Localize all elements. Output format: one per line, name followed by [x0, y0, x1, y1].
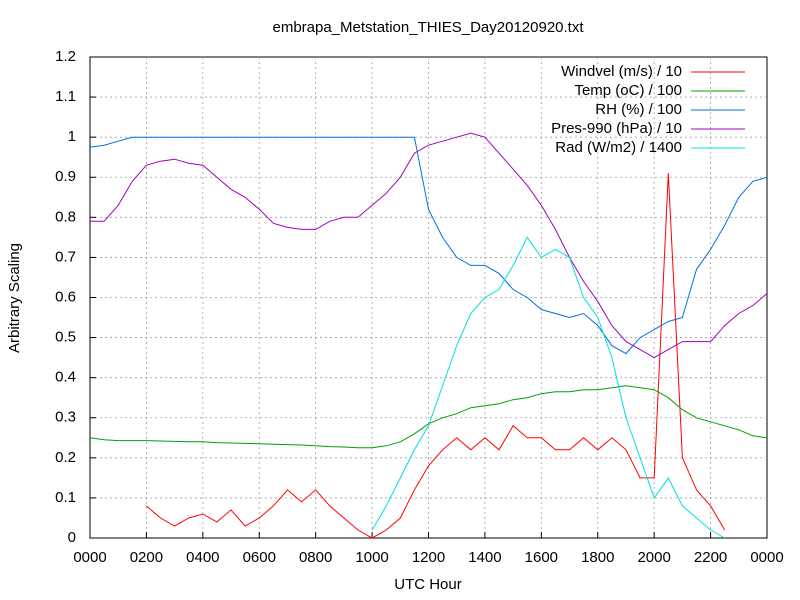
series-line	[90, 132, 768, 359]
x-tick-label: 1200	[412, 549, 445, 566]
y-tick-label: 0.6	[55, 288, 76, 305]
x-tick-label: 2200	[694, 549, 727, 566]
legend-label: RH (%) / 100	[595, 101, 682, 118]
y-tick-label: 0.4	[55, 369, 76, 386]
x-tick-label: 0200	[130, 549, 163, 566]
y-tick-label: 0.2	[55, 449, 76, 466]
x-tick-label: 1600	[525, 549, 558, 566]
legend-label: Temp (oC) / 100	[574, 82, 682, 99]
y-tick-label: 0.9	[55, 168, 76, 185]
y-tick-label: 1	[68, 128, 76, 145]
y-axis-label: Arbitrary Scaling	[6, 243, 23, 353]
x-tick-label: 1400	[468, 549, 501, 566]
series-line	[146, 173, 726, 539]
x-tick-label: 2000	[637, 549, 670, 566]
chart-title: embrapa_Metstation_THIES_Day20120920.txt	[272, 19, 584, 36]
x-tick-label: 0600	[243, 549, 276, 566]
series-line	[371, 236, 725, 539]
y-tick-label: 0.5	[55, 329, 76, 346]
y-tick-label: 0.8	[55, 208, 76, 225]
y-tick-label: 0.3	[55, 409, 76, 426]
y-tick-label: 0.7	[55, 248, 76, 265]
y-tick-label: 0.1	[55, 489, 76, 506]
legend-label: Rad (W/m2) / 1400	[555, 139, 682, 156]
legend-label: Windvel (m/s) / 10	[561, 63, 682, 80]
y-tick-label: 1.1	[55, 88, 76, 105]
series-line	[89, 136, 768, 355]
x-tick-label: 0400	[186, 549, 219, 566]
x-tick-label: 0000	[73, 549, 106, 566]
x-tick-label: 0000	[750, 549, 783, 566]
x-axis-label: UTC Hour	[394, 576, 462, 593]
y-tick-label: 1.2	[55, 48, 76, 65]
x-tick-label: 0800	[299, 549, 332, 566]
x-tick-label: 1800	[581, 549, 614, 566]
x-tick-label: 1000	[355, 549, 388, 566]
legend-label: Pres-990 (hPa) / 10	[551, 120, 682, 137]
series-line	[89, 385, 768, 449]
y-tick-label: 0	[68, 529, 76, 546]
